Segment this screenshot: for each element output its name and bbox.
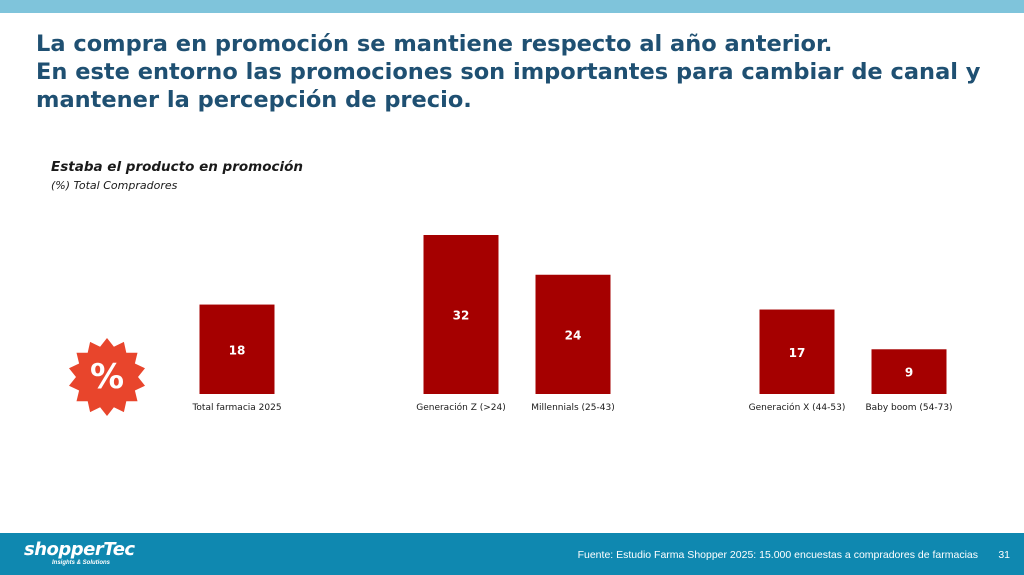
category-label-2: Millennials (25-43) bbox=[531, 403, 614, 413]
bar-4 bbox=[871, 349, 947, 394]
category-label-3: Generación X (44-53) bbox=[749, 402, 846, 413]
bar-0 bbox=[199, 304, 275, 394]
svg-text:%: % bbox=[90, 357, 124, 397]
bar-value-label-4: 9 bbox=[905, 366, 913, 380]
bar-1 bbox=[423, 235, 499, 394]
category-label-4: Baby boom (54-73) bbox=[865, 403, 952, 413]
category-label-0: Total farmacia 2025 bbox=[191, 403, 281, 413]
logo-tagline: Insights & Solutions bbox=[52, 560, 110, 566]
headline-line-1: La compra en promoción se mantiene respe… bbox=[36, 31, 833, 57]
percent-badge-icon: % bbox=[69, 338, 145, 416]
chart-subtitle: (%) Total Compradores bbox=[51, 179, 178, 192]
slide-headline: La compra en promoción se mantiene respe… bbox=[36, 30, 996, 114]
bar-chart: 18 Total farmacia 2025 32 Generación Z (>24… bbox=[191, 235, 953, 413]
bar-2 bbox=[535, 274, 611, 394]
bar-value-label-0: 18 bbox=[229, 343, 246, 357]
logo-text: shopperTec bbox=[24, 539, 135, 560]
bar-value-label-1: 32 bbox=[453, 309, 470, 323]
chart-title: Estaba el producto en promoción bbox=[51, 159, 303, 175]
headline-line-3: mantener la percepción de precio. bbox=[36, 87, 472, 113]
shoppertec-logo: shopperTec Insights & Solutions bbox=[24, 539, 135, 567]
bar-3 bbox=[759, 309, 835, 394]
source-note: Fuente: Estudio Farma Shopper 2025: 15.0… bbox=[577, 549, 978, 561]
category-label-1: Generación Z (>24) bbox=[416, 402, 506, 413]
bar-value-label-2: 24 bbox=[565, 328, 582, 342]
page-number: 31 bbox=[998, 549, 1010, 561]
top-stripe bbox=[0, 0, 1024, 13]
bar-value-label-3: 17 bbox=[789, 346, 806, 360]
footer-bar: shopperTec Insights & Solutions Fuente: … bbox=[0, 533, 1024, 575]
headline-line-2: En este entorno las promociones son impo… bbox=[36, 59, 981, 85]
